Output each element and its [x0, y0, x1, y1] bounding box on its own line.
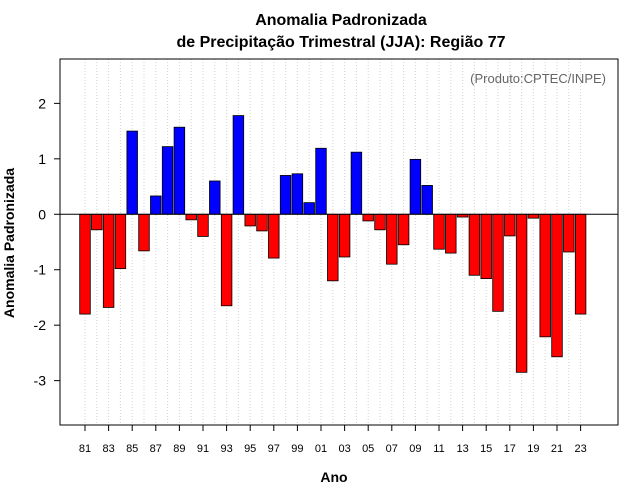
bar-2012 — [445, 213, 457, 254]
bar-2008 — [397, 213, 410, 246]
bar-2014 — [468, 213, 481, 276]
y-axis-label: Anomalia Padronizada — [1, 168, 17, 318]
bar-1986 — [138, 213, 150, 252]
bar-2005 — [362, 213, 374, 222]
bar-1994 — [232, 115, 245, 215]
y-tick-label: 2 — [38, 95, 46, 111]
bar-2020 — [539, 213, 551, 338]
x-tick-label: 09 — [409, 443, 421, 455]
bar-1996 — [256, 213, 268, 232]
x-tick-label: 19 — [527, 443, 539, 455]
chart-title: Anomalia Padronizada — [255, 12, 427, 29]
x-tick-label: 83 — [102, 443, 114, 455]
bar-2021 — [551, 213, 563, 358]
bar-2002 — [327, 213, 339, 282]
x-tick-label: 23 — [574, 443, 586, 455]
plot-frame — [59, 58, 619, 426]
bar-1989 — [173, 126, 186, 215]
bar-1991 — [197, 213, 209, 237]
y-tick-label: -2 — [34, 317, 47, 333]
x-tick-label: 05 — [362, 443, 374, 455]
x-axis-label: Ano — [320, 469, 347, 485]
bar-2004 — [350, 151, 363, 215]
x-tick-label: 99 — [291, 443, 303, 455]
bar-2015 — [480, 213, 492, 280]
bar-1987 — [150, 195, 162, 215]
bar-2016 — [492, 213, 504, 312]
bar-1988 — [161, 146, 174, 215]
bar-1983 — [102, 213, 115, 308]
bar-1993 — [220, 213, 233, 307]
x-tick-label: 21 — [551, 443, 563, 455]
x-tick-label: 81 — [79, 443, 91, 455]
bar-2000 — [303, 202, 315, 215]
y-tick-label: 0 — [38, 206, 46, 222]
bar-2003 — [338, 213, 351, 258]
bar-2007 — [386, 213, 398, 265]
y-tick-label: -3 — [34, 373, 47, 389]
bar-1997 — [268, 213, 280, 259]
bar-2010 — [421, 185, 433, 215]
bar-2006 — [374, 213, 386, 231]
bar-1990 — [185, 213, 197, 221]
bar-1984 — [114, 213, 127, 270]
x-tick-label: 95 — [244, 443, 256, 455]
x-tick-label: 17 — [504, 443, 516, 455]
bars-layer — [79, 115, 587, 373]
bar-2023 — [574, 213, 587, 315]
x-tick-label: 03 — [338, 443, 350, 455]
x-tick-label: 93 — [220, 443, 232, 455]
bar-2018 — [515, 213, 528, 373]
chart-subtitle: de Precipitação Trimestral (JJA): Região… — [176, 34, 505, 51]
x-tick-label: 15 — [480, 443, 492, 455]
source-annotation: (Produto:CPTEC/INPE) — [470, 71, 606, 86]
x-tick-label: 89 — [173, 443, 185, 455]
x-axis: 81 83 85 87 89 91 93 95 97 99 01 03 05 07 09 11 13 15 17 19… — [79, 425, 587, 455]
bar-2022 — [563, 213, 575, 253]
y-tick-label: 1 — [38, 151, 46, 167]
bar-2009 — [409, 158, 422, 215]
bar-1981 — [79, 213, 91, 315]
bar-1998 — [279, 175, 292, 215]
bar-2011 — [433, 213, 445, 250]
bar-1982 — [91, 213, 103, 231]
x-tick-label: 85 — [126, 443, 138, 455]
x-tick-label: 11 — [433, 443, 444, 455]
y-tick-label: -1 — [34, 262, 47, 278]
x-tick-label: 87 — [150, 443, 162, 455]
bar-2001 — [315, 147, 327, 215]
y-axis: 2 1 0 -1 -2 -3 — [34, 95, 60, 389]
bar-2019 — [527, 213, 540, 219]
x-tick-label: 91 — [197, 443, 209, 455]
bar-1999 — [291, 173, 304, 215]
bar-2017 — [504, 213, 516, 237]
bar-1992 — [209, 180, 221, 215]
x-tick-label: 01 — [315, 443, 327, 455]
x-tick-label: 07 — [386, 443, 398, 455]
bar-1985 — [126, 130, 138, 215]
bar-1995 — [244, 213, 256, 227]
x-tick-label: 97 — [268, 443, 280, 455]
x-tick-label: 13 — [456, 443, 468, 455]
